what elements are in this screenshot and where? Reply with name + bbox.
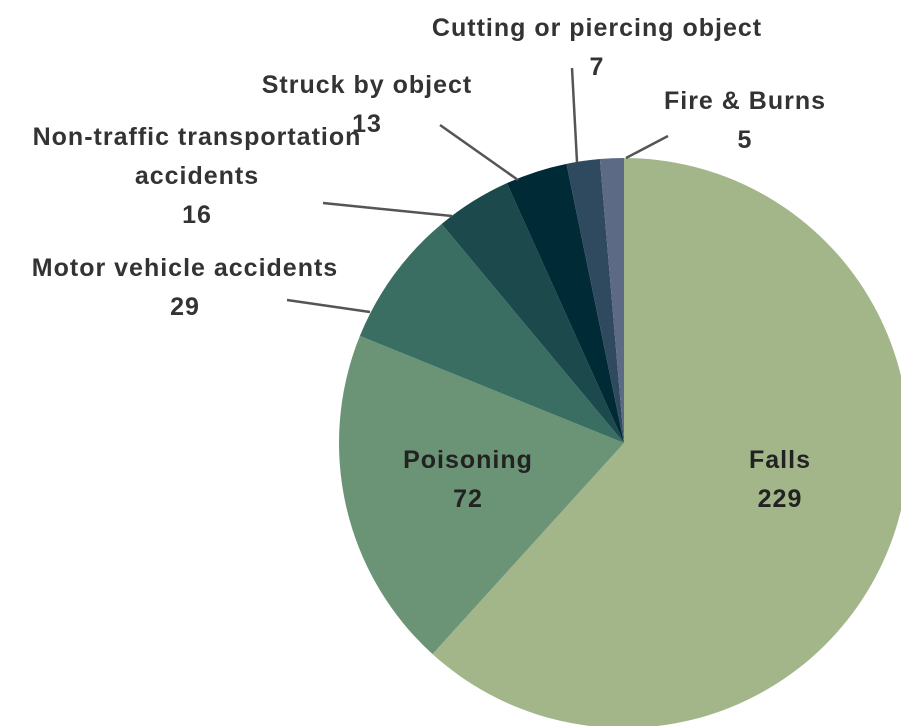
value-label: 72 — [453, 485, 483, 513]
leader-line — [570, 67, 579, 163]
pie-slice — [432, 158, 901, 726]
pie-slice — [441, 183, 624, 443]
category-label: Motor vehicle accidents — [31, 254, 339, 282]
leader-line — [625, 134, 669, 160]
slice-label: Poisoning 72 — [403, 441, 533, 519]
leader-line — [439, 123, 519, 182]
value-label: 13 — [352, 110, 382, 138]
pie-slice — [599, 158, 624, 443]
slice-label: Non-traffic transportation accidents 16 — [0, 118, 397, 235]
slice-label: Struck by object 13 — [262, 66, 473, 144]
slice-label: Motor vehicle accidents 29 — [32, 249, 338, 327]
category-label: Non-traffic transportation accidents — [32, 123, 362, 190]
slice-label: Fire & Burns 5 — [664, 82, 826, 160]
category-label: Poisoning — [403, 446, 533, 474]
leader-line — [286, 298, 371, 314]
pie-slice — [506, 163, 624, 443]
pie-slice — [566, 159, 624, 444]
category-label: Struck by object — [261, 71, 473, 99]
category-label: Falls — [749, 446, 811, 474]
slice-label: Cutting or piercing object 7 — [432, 9, 762, 87]
category-label: Cutting or piercing object — [431, 14, 763, 42]
value-label: 5 — [737, 126, 753, 154]
value-label: 7 — [589, 53, 605, 81]
pie-slice — [359, 223, 624, 443]
slice-label: Falls 229 — [749, 441, 811, 519]
category-label: Fire & Burns — [663, 87, 827, 115]
pie-slice — [338, 335, 624, 655]
value-label: 229 — [757, 485, 803, 513]
leader-line — [322, 201, 453, 218]
value-label: 29 — [170, 293, 200, 321]
value-label: 16 — [182, 201, 212, 229]
